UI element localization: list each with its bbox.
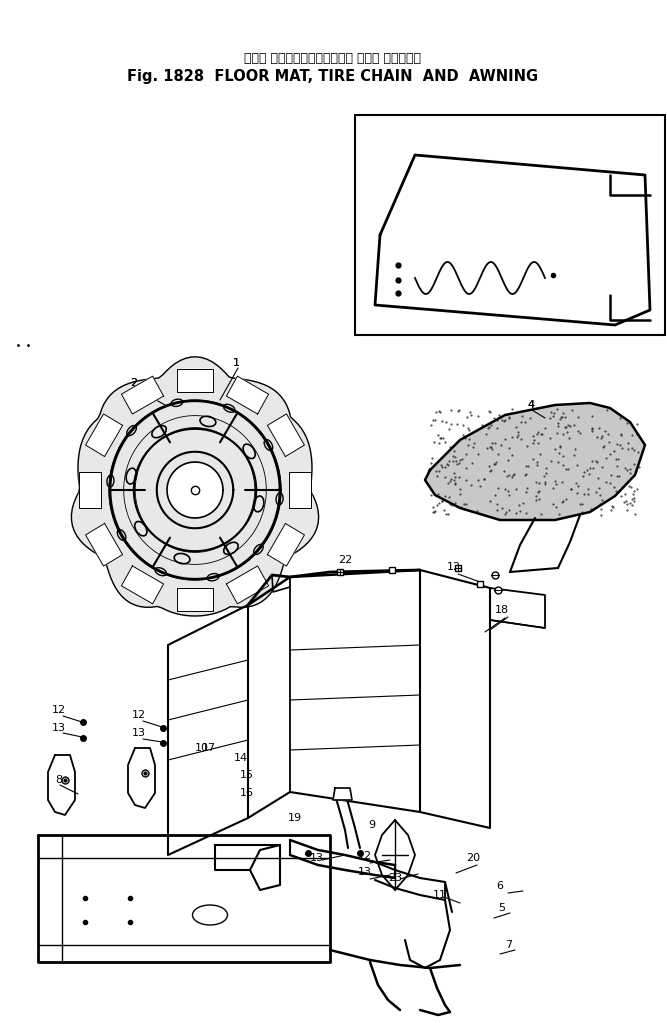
Text: 5: 5 [498,903,505,913]
Polygon shape [71,357,319,616]
Polygon shape [289,472,311,508]
Text: 3: 3 [357,327,364,337]
Bar [355,115,665,335]
Text: 14: 14 [234,753,248,763]
Polygon shape [121,566,163,604]
Text: 12: 12 [132,710,146,720]
Text: 7: 7 [505,940,512,950]
Polygon shape [267,524,304,566]
Polygon shape [167,462,223,518]
Text: 1: 1 [233,358,240,368]
Polygon shape [177,588,213,611]
Polygon shape [85,524,123,566]
Text: Fig. 1828  FLOOR MAT, TIRE CHAIN  AND  AWNING: Fig. 1828 FLOOR MAT, TIRE CHAIN AND AWNI… [127,69,538,84]
Text: 13: 13 [310,853,324,863]
Text: 20: 20 [466,853,480,863]
Text: 11: 11 [433,890,447,900]
Polygon shape [425,403,645,520]
Text: 19: 19 [288,813,302,822]
Text: 4: 4 [527,400,534,410]
Polygon shape [79,472,101,508]
Text: 6: 6 [496,881,503,891]
Text: 10: 10 [195,743,209,753]
Polygon shape [333,788,352,800]
Text: 12: 12 [358,851,372,861]
Polygon shape [226,376,269,414]
Text: 12: 12 [447,562,461,572]
Ellipse shape [193,905,227,925]
Text: 21: 21 [280,545,294,555]
Polygon shape [121,376,163,414]
Text: 8: 8 [55,775,62,785]
Text: 17: 17 [202,743,216,753]
Text: 2: 2 [130,379,137,388]
Text: 18: 18 [495,605,509,615]
Text: 3: 3 [357,327,364,337]
Text: 1: 1 [233,358,240,368]
Text: 15: 15 [240,770,254,780]
Polygon shape [267,414,304,456]
Text: 4: 4 [527,400,534,410]
Text: 13: 13 [132,728,146,738]
Text: 2: 2 [130,379,137,388]
Text: 23: 23 [388,873,402,883]
Text: 16: 16 [240,788,254,798]
Text: フロア マット、タイヤチェーン および オーニング: フロア マット、タイヤチェーン および オーニング [245,51,422,64]
Text: 22: 22 [338,555,352,565]
Text: 13: 13 [52,723,66,733]
Text: 12: 12 [52,705,66,715]
Text: 9: 9 [368,820,375,830]
Text: 13: 13 [358,868,372,877]
Polygon shape [177,369,213,392]
Polygon shape [85,414,123,456]
Polygon shape [226,566,269,604]
